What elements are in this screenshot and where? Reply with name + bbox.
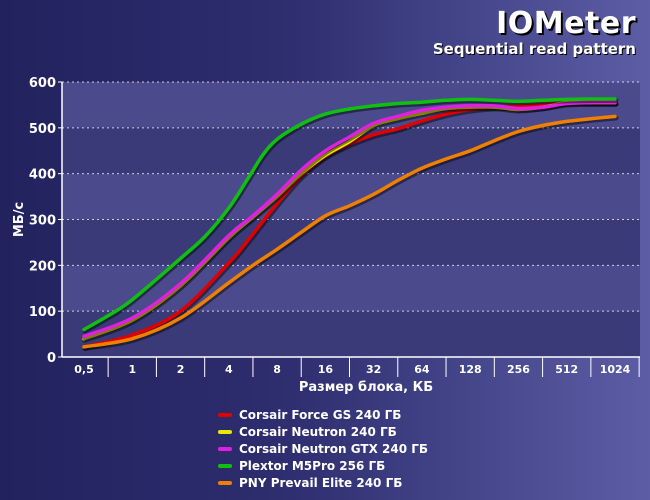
legend-item: Corsair Force GS 240 ГБ (218, 406, 428, 423)
legend-item: Corsair Neutron GTX 240 ГБ (218, 440, 428, 457)
y-tick-label: 200 (29, 259, 56, 274)
y-tick-label: 400 (29, 168, 56, 183)
y-tick-label: 600 (29, 76, 56, 91)
x-tick-label: 16 (318, 363, 334, 376)
series-line-5 (82, 114, 617, 349)
legend-swatch (218, 480, 232, 485)
chart-subtitle: Sequential read pattern (432, 40, 636, 58)
y-axis-label: МБ/с (12, 202, 27, 237)
x-tick-label: 64 (414, 363, 430, 376)
legend-label: Plextor M5Pro 256 ГБ (239, 458, 386, 473)
x-tick-label: 0,5 (74, 363, 94, 376)
legend-swatch (218, 446, 232, 451)
x-tick-label: 32 (366, 363, 381, 376)
legend-label: Corsair Force GS 240 ГБ (239, 407, 402, 422)
x-tick-label: 2 (177, 363, 185, 376)
legend-item: Corsair Neutron 240 ГБ (218, 423, 428, 440)
y-tick-labels: 0 100 200 300 400 500 600 (29, 76, 62, 366)
x-tick-label: 1 (128, 363, 136, 376)
y-tick-label: 500 (29, 122, 56, 137)
series-lines (82, 97, 619, 351)
y-tick-label: 0 (47, 351, 56, 366)
legend-item: PNY Prevail Elite 240 ГБ (218, 474, 428, 491)
series-line-1 (82, 100, 617, 349)
y-tick-label: 100 (29, 305, 56, 320)
x-tick-label: 256 (507, 363, 530, 376)
legend: Corsair Force GS 240 ГБ Corsair Neutron 2… (218, 406, 428, 491)
legend-swatch (218, 463, 232, 468)
legend-swatch (218, 412, 232, 417)
x-tick-label: 1024 (600, 363, 631, 376)
y-tick-label: 300 (29, 214, 56, 229)
plot-band (62, 173, 640, 220)
series-line-3 (82, 100, 617, 339)
legend-swatch (218, 429, 232, 434)
x-tick-label: 128 (459, 363, 482, 376)
legend-item: Plextor M5Pro 256 ГБ (218, 457, 428, 474)
x-tick-label: 512 (555, 363, 578, 376)
gridlines (62, 81, 640, 312)
plot-band (62, 219, 640, 266)
legend-label: Corsair Neutron 240 ГБ (239, 424, 397, 439)
legend-label: Corsair Neutron GTX 240 ГБ (239, 441, 429, 456)
chart-title: IOMeter (496, 6, 636, 41)
x-axis-label: Размер блока, КБ (299, 380, 433, 395)
legend-label: PNY Prevail Elite 240 ГБ (239, 475, 403, 490)
x-tick-label: 8 (273, 363, 281, 376)
plot-band (62, 311, 640, 357)
x-tick-label: 4 (225, 363, 233, 376)
x-tick-labels: 0,5 1 2 4 8 16 32 64 128 256 512 1024 (74, 357, 640, 377)
plot-background (62, 82, 640, 357)
series-line-4 (82, 97, 617, 332)
